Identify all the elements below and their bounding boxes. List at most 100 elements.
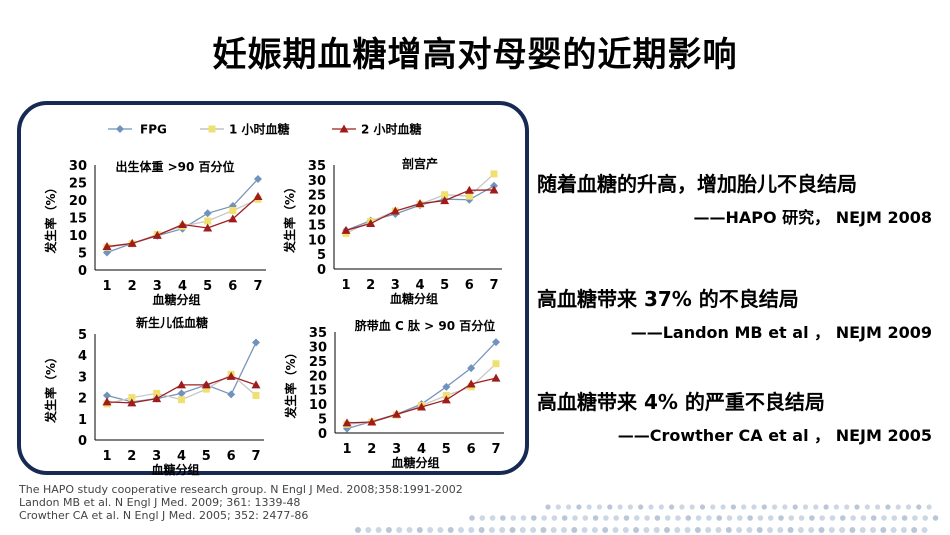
- finding-source: ——Crowther CA et al ， NEJM 2005: [617, 426, 932, 445]
- y-tick-label: 15: [309, 384, 327, 399]
- data-point: [489, 185, 499, 194]
- decorative-dot: [607, 504, 613, 510]
- decorative-dot: [695, 515, 702, 521]
- decorative-dot: [540, 527, 547, 533]
- decorative-dot: [385, 527, 392, 533]
- data-point: [464, 185, 474, 194]
- decorative-dot: [664, 515, 671, 521]
- decorative-dot: [730, 504, 737, 510]
- y-tick-label: 15: [308, 218, 326, 233]
- decorative-dot: [839, 527, 846, 533]
- data-point: [203, 223, 213, 232]
- decorative-dot: [922, 515, 928, 521]
- finding-2: 高血糖带来 37% 的不良结局 ——Landon MB et al ， NEJM…: [537, 283, 932, 343]
- x-tick-label: 7: [253, 279, 262, 294]
- decorative-dot: [767, 527, 773, 533]
- decorative-dot: [885, 504, 891, 510]
- x-tick-label: 1: [342, 442, 351, 457]
- x-tick-label: 2: [128, 279, 137, 294]
- charts-panel: [17, 101, 529, 475]
- x-axis-label: 血糖分组: [151, 462, 199, 477]
- decorative-dot: [705, 527, 712, 533]
- decorative-dot: [499, 527, 506, 533]
- decorative-dot: [813, 504, 819, 510]
- decorative-dot: [644, 515, 650, 521]
- decorative-dot: [881, 515, 887, 521]
- data-point: [465, 192, 473, 200]
- finding-text: 随着血糖的升高，增加胎儿不良结局: [537, 172, 857, 196]
- decorative-dot: [854, 504, 860, 510]
- x-tick-label: 2: [127, 449, 136, 464]
- legend-marker: [208, 125, 216, 133]
- y-tick-label: 1: [78, 413, 87, 428]
- y-tick-label: 30: [69, 159, 87, 174]
- decorative-dot: [788, 515, 795, 521]
- decorative-dot: [648, 504, 654, 510]
- finding-source: ——Landon MB et al ， NEJM 2009: [630, 323, 932, 342]
- decorative-dot: [623, 515, 630, 521]
- decorative-dot: [545, 504, 551, 510]
- x-tick-label: 7: [489, 278, 498, 293]
- decorative-dot: [840, 515, 846, 521]
- decorative-dot: [737, 515, 743, 521]
- decorative-dot: [488, 527, 495, 533]
- x-tick-label: 1: [102, 449, 111, 464]
- data-point: [466, 379, 476, 388]
- decorative-dot: [689, 504, 695, 510]
- decorative-dot: [849, 527, 856, 533]
- decorative-dot: [617, 504, 623, 510]
- x-tick-label: 2: [366, 278, 375, 293]
- decorative-dot: [797, 527, 804, 533]
- decorative-dot: [427, 527, 434, 533]
- y-tick-label: 30: [308, 174, 326, 189]
- x-tick-label: 3: [153, 279, 162, 294]
- finding-3: 高血糖带来 4% 的严重不良结局 ——Crowther CA et al ， N…: [537, 386, 932, 446]
- decorative-dot: [581, 527, 588, 533]
- decorative-dot: [469, 515, 475, 521]
- decorative-dot: [736, 527, 743, 533]
- y-tick-label: 5: [317, 248, 326, 263]
- finding-1: 随着血糖的升高，增加胎儿不良结局 ——HAPO 研究， NEJM 2008: [537, 168, 932, 228]
- x-tick-label: 1: [102, 279, 111, 294]
- data-point: [392, 409, 402, 418]
- decorative-dot: [566, 504, 572, 510]
- x-tick-label: 5: [442, 442, 451, 457]
- data-point: [415, 199, 425, 208]
- x-tick-label: 5: [202, 449, 211, 464]
- decorative-dot: [355, 527, 361, 533]
- decorative-dot: [715, 527, 722, 533]
- x-tick-label: 3: [392, 442, 401, 457]
- data-point: [178, 220, 187, 228]
- y-axis-label: 发生率（%）: [282, 181, 297, 254]
- decorative-dot: [571, 527, 578, 533]
- x-tick-label: 7: [491, 442, 500, 457]
- data-point: [440, 196, 450, 205]
- data-point: [367, 417, 377, 426]
- decorative-dot: [761, 504, 767, 510]
- decorative-dot: [751, 504, 757, 510]
- decorative-dot: [458, 527, 464, 533]
- y-tick-label: 35: [309, 326, 327, 341]
- decorative-dot: [860, 515, 867, 521]
- x-tick-label: 6: [465, 278, 474, 293]
- x-tick-label: 5: [440, 278, 449, 293]
- decorative-dot: [638, 504, 644, 510]
- data-point: [251, 380, 261, 389]
- decorative-dot: [591, 527, 598, 533]
- decorative-dot: [561, 527, 567, 533]
- chart-title: 新生儿低血糖: [136, 315, 208, 330]
- x-tick-label: 4: [177, 449, 186, 464]
- data-point: [152, 230, 162, 239]
- decorative-dot: [365, 527, 372, 533]
- data-point: [254, 175, 262, 183]
- decorative-dot: [478, 527, 485, 533]
- legend-marker: [116, 125, 124, 133]
- data-point: [204, 217, 212, 225]
- x-tick-label: 1: [341, 278, 350, 293]
- finding-text: 高血糖带来 4% 的严重不良结局: [537, 390, 825, 414]
- data-point: [366, 219, 376, 228]
- decorative-dot: [901, 515, 908, 521]
- decorative-dot: [726, 515, 733, 521]
- data-point: [342, 418, 352, 427]
- x-axis-label: 血糖分组: [390, 291, 438, 306]
